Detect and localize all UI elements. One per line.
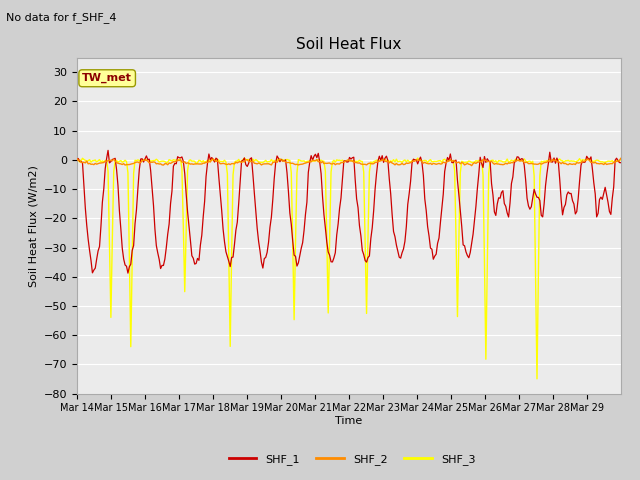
Y-axis label: Soil Heat Flux (W/m2): Soil Heat Flux (W/m2)	[28, 165, 38, 287]
Text: TW_met: TW_met	[82, 73, 132, 84]
X-axis label: Time: Time	[335, 416, 362, 426]
Text: No data for f_SHF_4: No data for f_SHF_4	[6, 12, 117, 23]
Legend: SHF_1, SHF_2, SHF_3: SHF_1, SHF_2, SHF_3	[224, 450, 480, 469]
Title: Soil Heat Flux: Soil Heat Flux	[296, 37, 401, 52]
